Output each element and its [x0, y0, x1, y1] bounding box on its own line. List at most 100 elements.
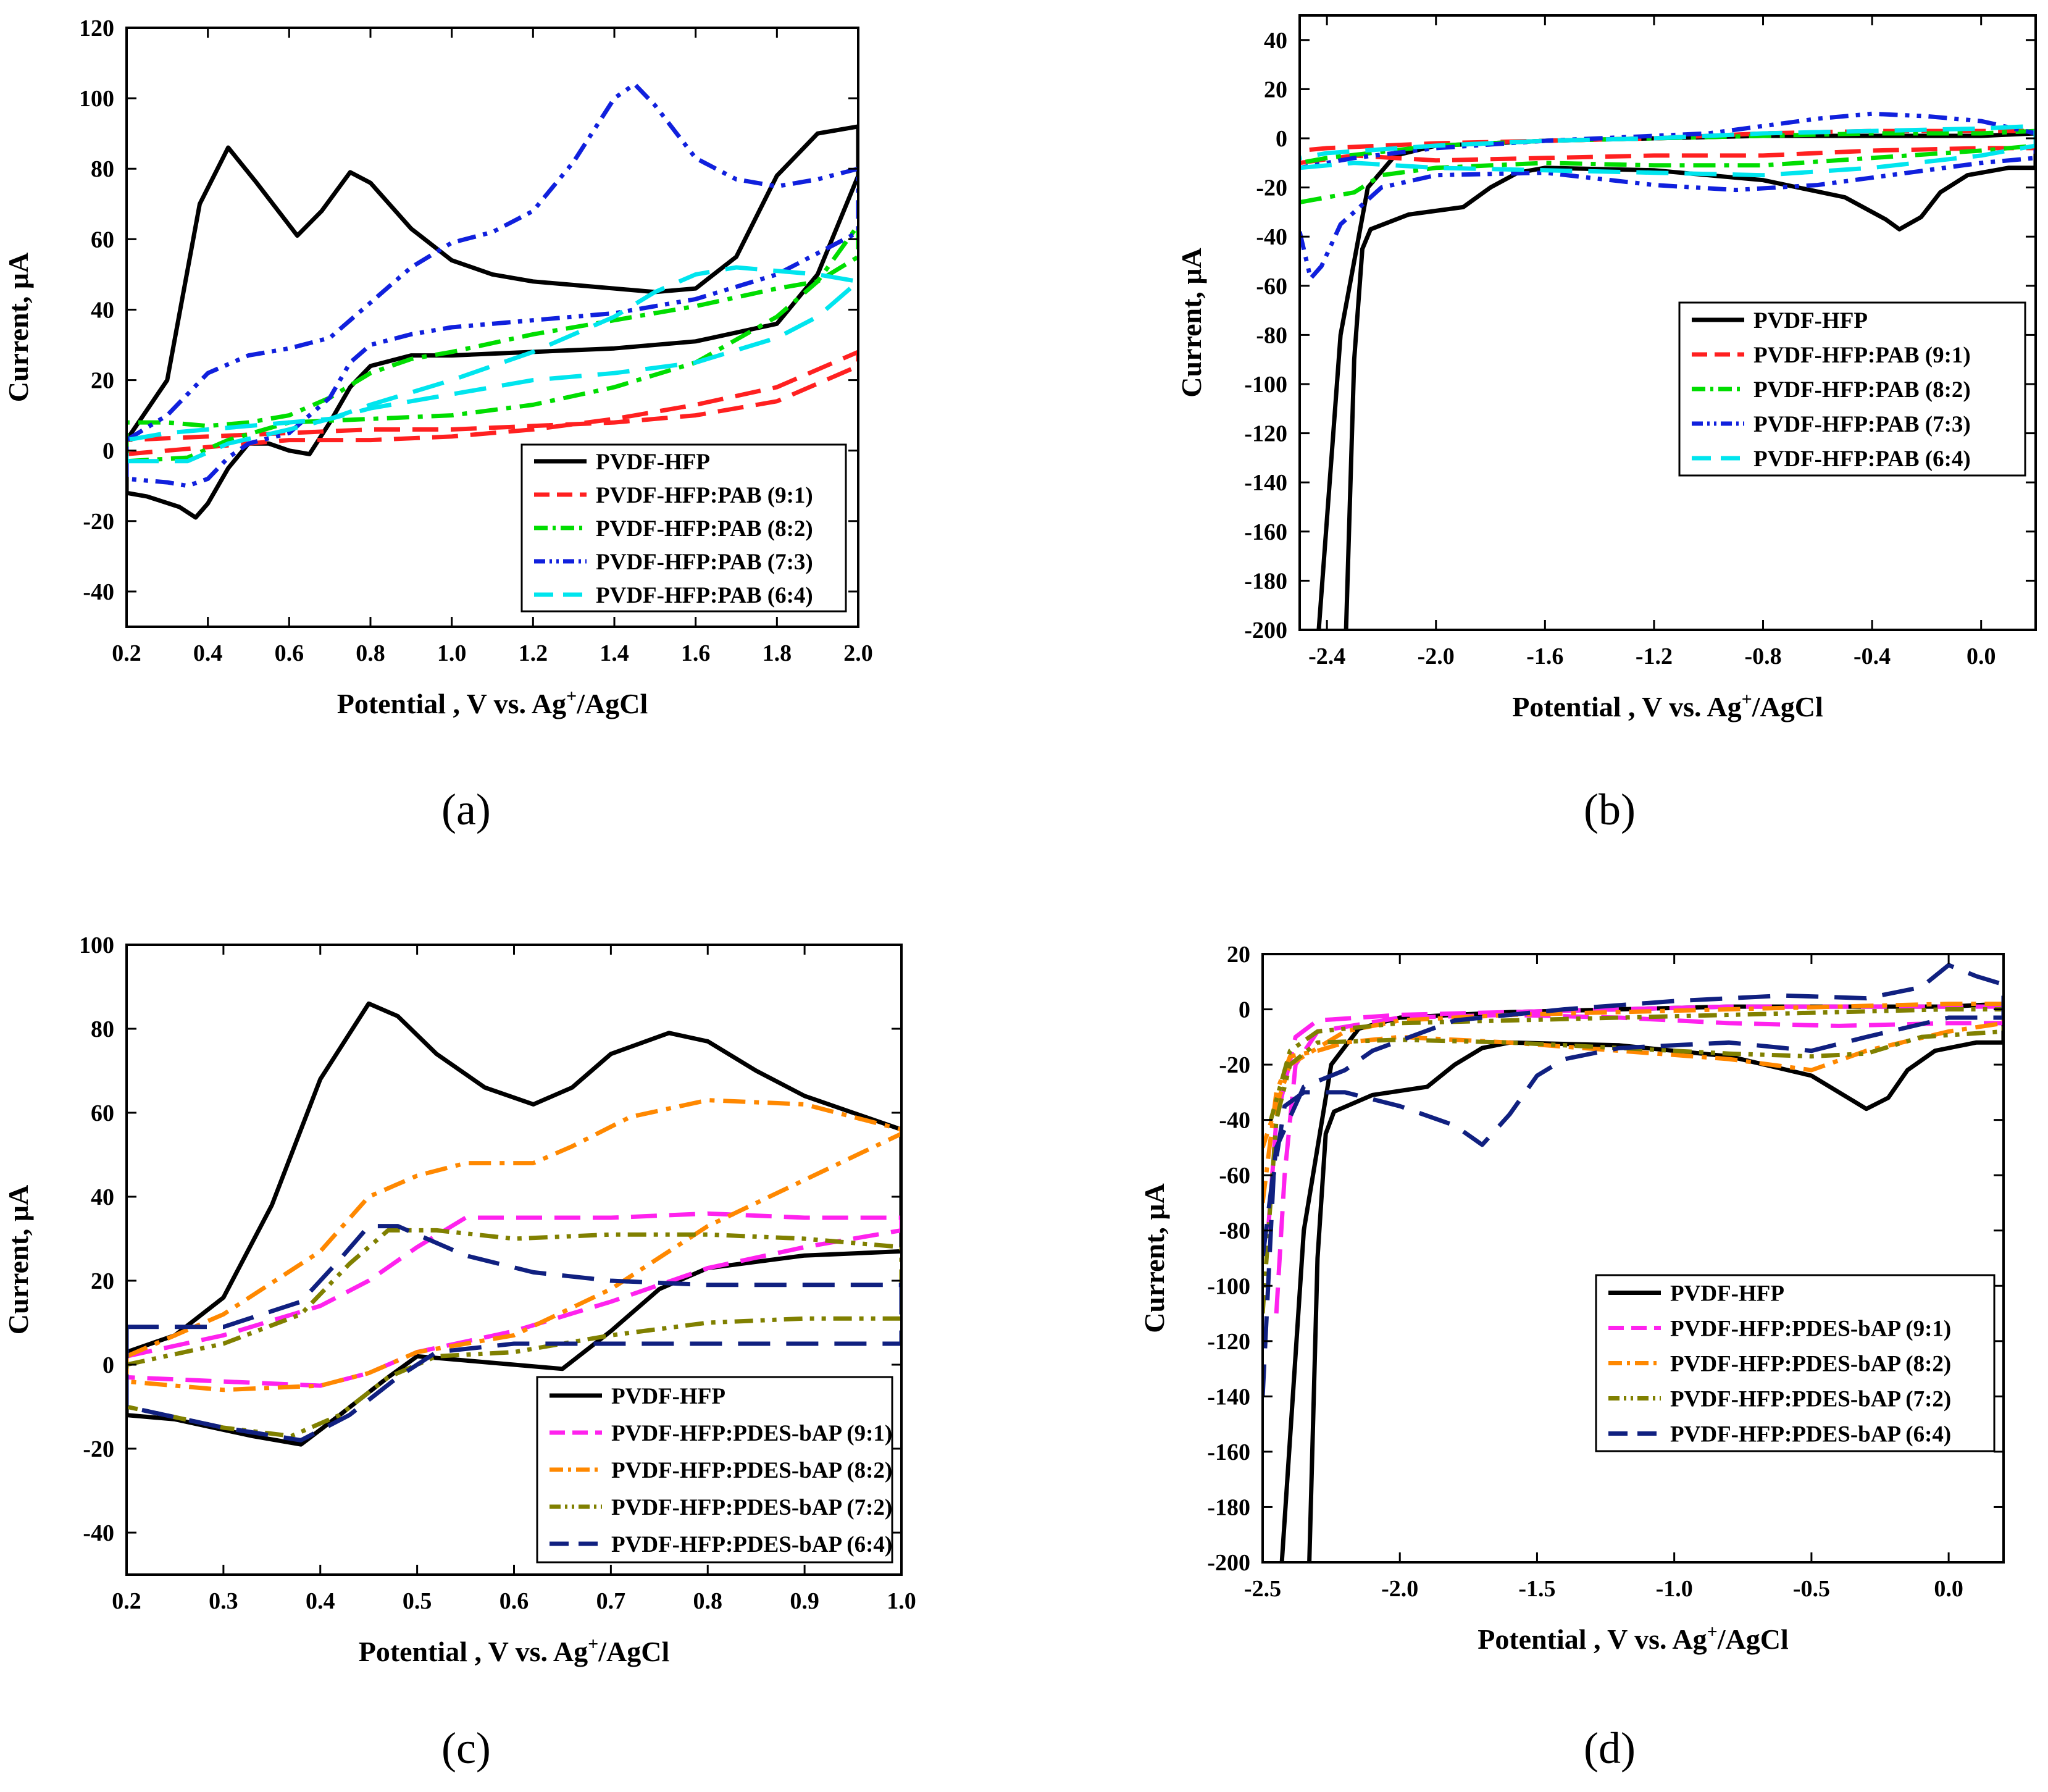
y-tick-label: -60: [1256, 274, 1287, 299]
y-axis-title: Current, μA: [2, 1185, 34, 1334]
series-line-4: [1263, 1007, 2004, 1314]
x-tick-label: 0.4: [306, 1588, 335, 1614]
y-tick-label: -40: [83, 1520, 114, 1546]
y-tick-label: 0: [1239, 997, 1250, 1023]
legend-label: PVDF-HFP:PDES-bAP (6:4): [611, 1532, 892, 1557]
series-line-2: [127, 1211, 901, 1388]
series-line-5: [1300, 124, 2036, 178]
legend-label: PVDF-HFP:PAB (8:2): [1753, 377, 1971, 403]
x-tick-label: 0.8: [693, 1588, 723, 1614]
y-tick-label: -200: [1244, 618, 1287, 643]
y-tick-label: 40: [91, 297, 114, 323]
legend-label: PVDF-HFP:PAB (8:2): [596, 516, 813, 542]
x-tick-label: -2.0: [1418, 643, 1455, 669]
y-tick-label: -80: [1219, 1218, 1250, 1244]
y-axis-title: Current, μA: [2, 253, 34, 402]
y-tick-label: 20: [1227, 942, 1250, 968]
x-tick-label: -0.4: [1854, 643, 1891, 669]
series-line-5: [127, 265, 858, 464]
y-tick-label: 20: [91, 368, 114, 394]
x-tick-label: 0.5: [403, 1588, 432, 1614]
legend: PVDF-HFP PVDF-HFP:PAB (9:1) PVDF-HFP:PAB (…: [1678, 301, 2026, 477]
x-tick-label: 1.0: [437, 640, 467, 666]
x-tick-label: -2.0: [1381, 1576, 1418, 1602]
y-tick-label: 40: [1264, 28, 1287, 54]
x-tick-label: -1.5: [1518, 1576, 1555, 1602]
series-line-2: [1266, 1004, 2004, 1314]
plot-frame: [1298, 14, 2037, 631]
y-axis-title: Current, μA: [1139, 1183, 1170, 1333]
y-tick-label: -200: [1207, 1550, 1250, 1576]
y-tick-label: -20: [1219, 1052, 1250, 1078]
chart-4: -2.5 -2.0 -1.5 -1.0 -0.5 0.0-200-180-160-140-…: [1139, 942, 2005, 1655]
y-tick-label: 100: [79, 932, 114, 958]
series-line-3: [127, 223, 858, 464]
y-tick-label: -140: [1244, 470, 1287, 496]
panel-label-a: (a): [441, 785, 491, 834]
y-tick-label: -40: [1256, 224, 1287, 250]
x-tick-label: -1.6: [1526, 643, 1563, 669]
plot-frame: [125, 27, 859, 628]
y-tick-label: 100: [79, 86, 114, 112]
plot-frame: [1261, 953, 2005, 1564]
x-tick-label: -0.8: [1744, 643, 1781, 669]
y-tick-label: 120: [79, 15, 114, 41]
series-line-5: [1263, 963, 2004, 1397]
legend-label: PVDF-HFP:PAB (9:1): [596, 483, 813, 508]
chart-2: -2.4 -2.0 -1.6 -1.2 -0.8 -0.4 0.0-200-180-160-…: [1176, 14, 2037, 722]
x-tick-label: 1.8: [763, 640, 792, 666]
y-tick-label: -120: [1207, 1329, 1250, 1355]
y-tick-label: -20: [83, 1436, 114, 1462]
panel-label-b: (b): [1584, 785, 1636, 834]
legend-label: PVDF-HFP:PDES-bAP (7:2): [611, 1495, 892, 1520]
x-tick-label: 0.0: [1966, 643, 1996, 669]
legend-label: PVDF-HFP:PAB (6:4): [1753, 446, 1971, 472]
x-tick-label: 0.7: [596, 1588, 626, 1614]
y-tick-label: -60: [1219, 1163, 1250, 1189]
series-line-4: [127, 82, 858, 488]
chart-1: 0.2 0.4 0.6 0.8 1.0 1.2 1.4 1.6 1.8 2.0 -40 -20 0 20 4…: [2, 15, 873, 719]
x-tick-label: 0.3: [209, 1588, 238, 1614]
chart-3: 0.2 0.3 0.4 0.5 0.6 0.7 0.8 0.9 1.0 -40 -20 0 20 40 60…: [2, 932, 916, 1667]
legend-label: PVDF-HFP: [611, 1384, 725, 1409]
legend-label: PVDF-HFP: [1670, 1281, 1784, 1307]
y-tick-label: -40: [83, 579, 114, 605]
y-tick-label: -180: [1244, 568, 1287, 594]
y-tick-label: -180: [1207, 1494, 1250, 1520]
legend-label: PVDF-HFP:PDES-bAP (8:2): [1670, 1352, 1951, 1377]
x-tick-label: 1.4: [600, 640, 629, 666]
legend-label: PVDF-HFP: [1753, 308, 1868, 333]
legend-label: PVDF-HFP:PDES-bAP (7:2): [1670, 1387, 1951, 1412]
y-tick-label: -80: [1256, 322, 1287, 348]
x-tick-label: -2.5: [1244, 1576, 1281, 1602]
legend-label: PVDF-HFP:PDES-bAP (8:2): [611, 1458, 892, 1483]
legend: PVDF-HFP PVDF-HFP:PDES-bAP (9:1) PVDF-HFP:…: [536, 1376, 893, 1564]
x-tick-label: 2.0: [843, 640, 873, 666]
y-tick-label: -20: [1256, 175, 1287, 201]
x-tick-label: 1.0: [887, 1588, 916, 1614]
y-tick-label: -40: [1219, 1108, 1250, 1134]
y-tick-label: 60: [91, 1100, 114, 1126]
x-axis-title: Potential , V vs. Ag+/AgCl: [1512, 689, 1823, 722]
y-tick-label: -20: [83, 509, 114, 535]
legend: PVDF-HFP PVDF-HFP:PDES-bAP (9:1) PVDF-HFP:…: [1595, 1274, 1996, 1452]
panel-label-d: (d): [1584, 1723, 1636, 1773]
y-tick-label: -120: [1244, 421, 1287, 447]
series-line-5: [127, 1224, 901, 1442]
x-tick-label: 0.6: [499, 1588, 529, 1614]
y-tick-label: -100: [1207, 1273, 1250, 1299]
panel-label-c: (c): [441, 1723, 491, 1773]
legend-label: PVDF-HFP:PDES-bAP (6:4): [1670, 1422, 1951, 1447]
legend-label: PVDF-HFP:PAB (9:1): [1753, 343, 1971, 368]
x-tick-label: -2.4: [1308, 643, 1345, 669]
y-tick-label: 0: [102, 438, 114, 464]
y-tick-label: 80: [91, 1016, 114, 1042]
legend-label: PVDF-HFP:PAB (6:4): [596, 583, 813, 608]
legend-label: PVDF-HFP:PAB (7:3): [596, 550, 813, 575]
x-tick-label: 0.2: [112, 640, 141, 666]
legend-label: PVDF-HFP:PDES-bAP (9:1): [611, 1421, 892, 1446]
x-axis-title: Potential , V vs. Ag+/AgCl: [337, 686, 648, 719]
y-tick-label: -140: [1207, 1384, 1250, 1410]
legend: PVDF-HFP PVDF-HFP:PAB (9:1) PVDF-HFP:PAB (…: [520, 443, 847, 613]
